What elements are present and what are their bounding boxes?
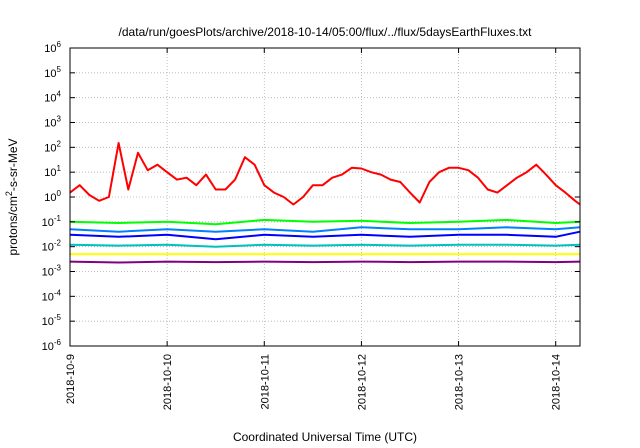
y-tick-label: 101 [44, 164, 61, 179]
x-tick-label: 2018-10-14 [551, 354, 563, 410]
y-tick-label-base: 10 [42, 341, 54, 353]
y-tick-label-exp: -2 [54, 239, 62, 248]
x-tick-label: 2018-10-11 [259, 354, 271, 409]
x-axis-title: Coordinated Universal Time (UTC) [233, 430, 417, 444]
series-line [69, 260, 581, 264]
y-axis-title: protons/cm2-s-sr-MeV [4, 138, 20, 255]
y-tick-label: 103 [44, 115, 61, 130]
y-tick-label-base: 10 [42, 291, 54, 303]
y-tick-label: 10-1 [42, 214, 62, 229]
y-axis-title-rest: -s-sr-MeV [6, 138, 20, 191]
y-tick-label-base: 10 [42, 316, 54, 328]
y-tick-label: 10-2 [42, 239, 62, 254]
y-tick-label-base: 10 [44, 93, 56, 105]
y-tick-label-exp: 5 [57, 65, 62, 74]
y-tick-label-base: 10 [42, 242, 54, 254]
y-tick-label-base: 10 [42, 217, 54, 229]
series-line [69, 142, 581, 206]
y-tick-label-base: 10 [44, 167, 56, 179]
series-line [69, 218, 581, 226]
y-axis-title-sup: 2 [4, 191, 14, 196]
y-tick-label-exp: 3 [57, 115, 62, 124]
y-tick-label: 10-5 [42, 313, 62, 328]
y-tick-label-exp: 0 [57, 189, 62, 198]
x-tick-label: 2018-10-10 [162, 354, 174, 410]
series-line [69, 230, 581, 241]
y-axis-tick-labels: 10-610-510-410-310-210-11001011021031041… [42, 40, 62, 353]
y-tick-label-exp: -5 [54, 313, 62, 322]
tick-marks [69, 47, 580, 347]
x-tick-label: 2018-10-12 [356, 354, 368, 410]
y-tick-label: 100 [44, 189, 61, 204]
series-line [69, 226, 581, 233]
chart-title: /data/run/goesPlots/archive/2018-10-14/0… [119, 25, 533, 39]
y-tick-label-exp: -6 [54, 338, 62, 347]
y-tick-label: 105 [44, 65, 61, 80]
y-tick-label-base: 10 [44, 192, 56, 204]
y-tick-label-base: 10 [44, 142, 56, 154]
y-tick-label-exp: -1 [54, 214, 62, 223]
series-line [69, 243, 581, 248]
y-axis-title-base: protons/cm [6, 196, 20, 255]
y-tick-label: 106 [44, 40, 61, 55]
y-tick-label-exp: -4 [54, 288, 62, 297]
series-lines [69, 142, 581, 264]
y-tick-label-base: 10 [44, 118, 56, 130]
y-tick-label-exp: 6 [57, 40, 62, 49]
y-tick-label: 104 [44, 90, 61, 105]
x-tick-label: 2018-10-13 [454, 354, 466, 410]
y-tick-label-exp: -3 [54, 264, 62, 273]
y-tick-label-base: 10 [42, 267, 54, 279]
y-tick-label: 10-3 [42, 264, 62, 279]
x-axis-tick-labels: 2018-10-9 2018-10-10 2018-10-11 2018-10-12 2… [65, 354, 563, 410]
y-tick-label-exp: 1 [57, 164, 62, 173]
y-tick-label-exp: 2 [57, 139, 62, 148]
y-tick-label-base: 10 [44, 68, 56, 80]
y-tick-label: 10-6 [42, 338, 62, 353]
x-tick-label: 2018-10-9 [65, 354, 77, 404]
y-tick-label-exp: 4 [57, 90, 62, 99]
y-tick-label: 10-4 [42, 288, 62, 303]
y-tick-label: 102 [44, 139, 61, 154]
y-tick-label-base: 10 [44, 43, 56, 55]
